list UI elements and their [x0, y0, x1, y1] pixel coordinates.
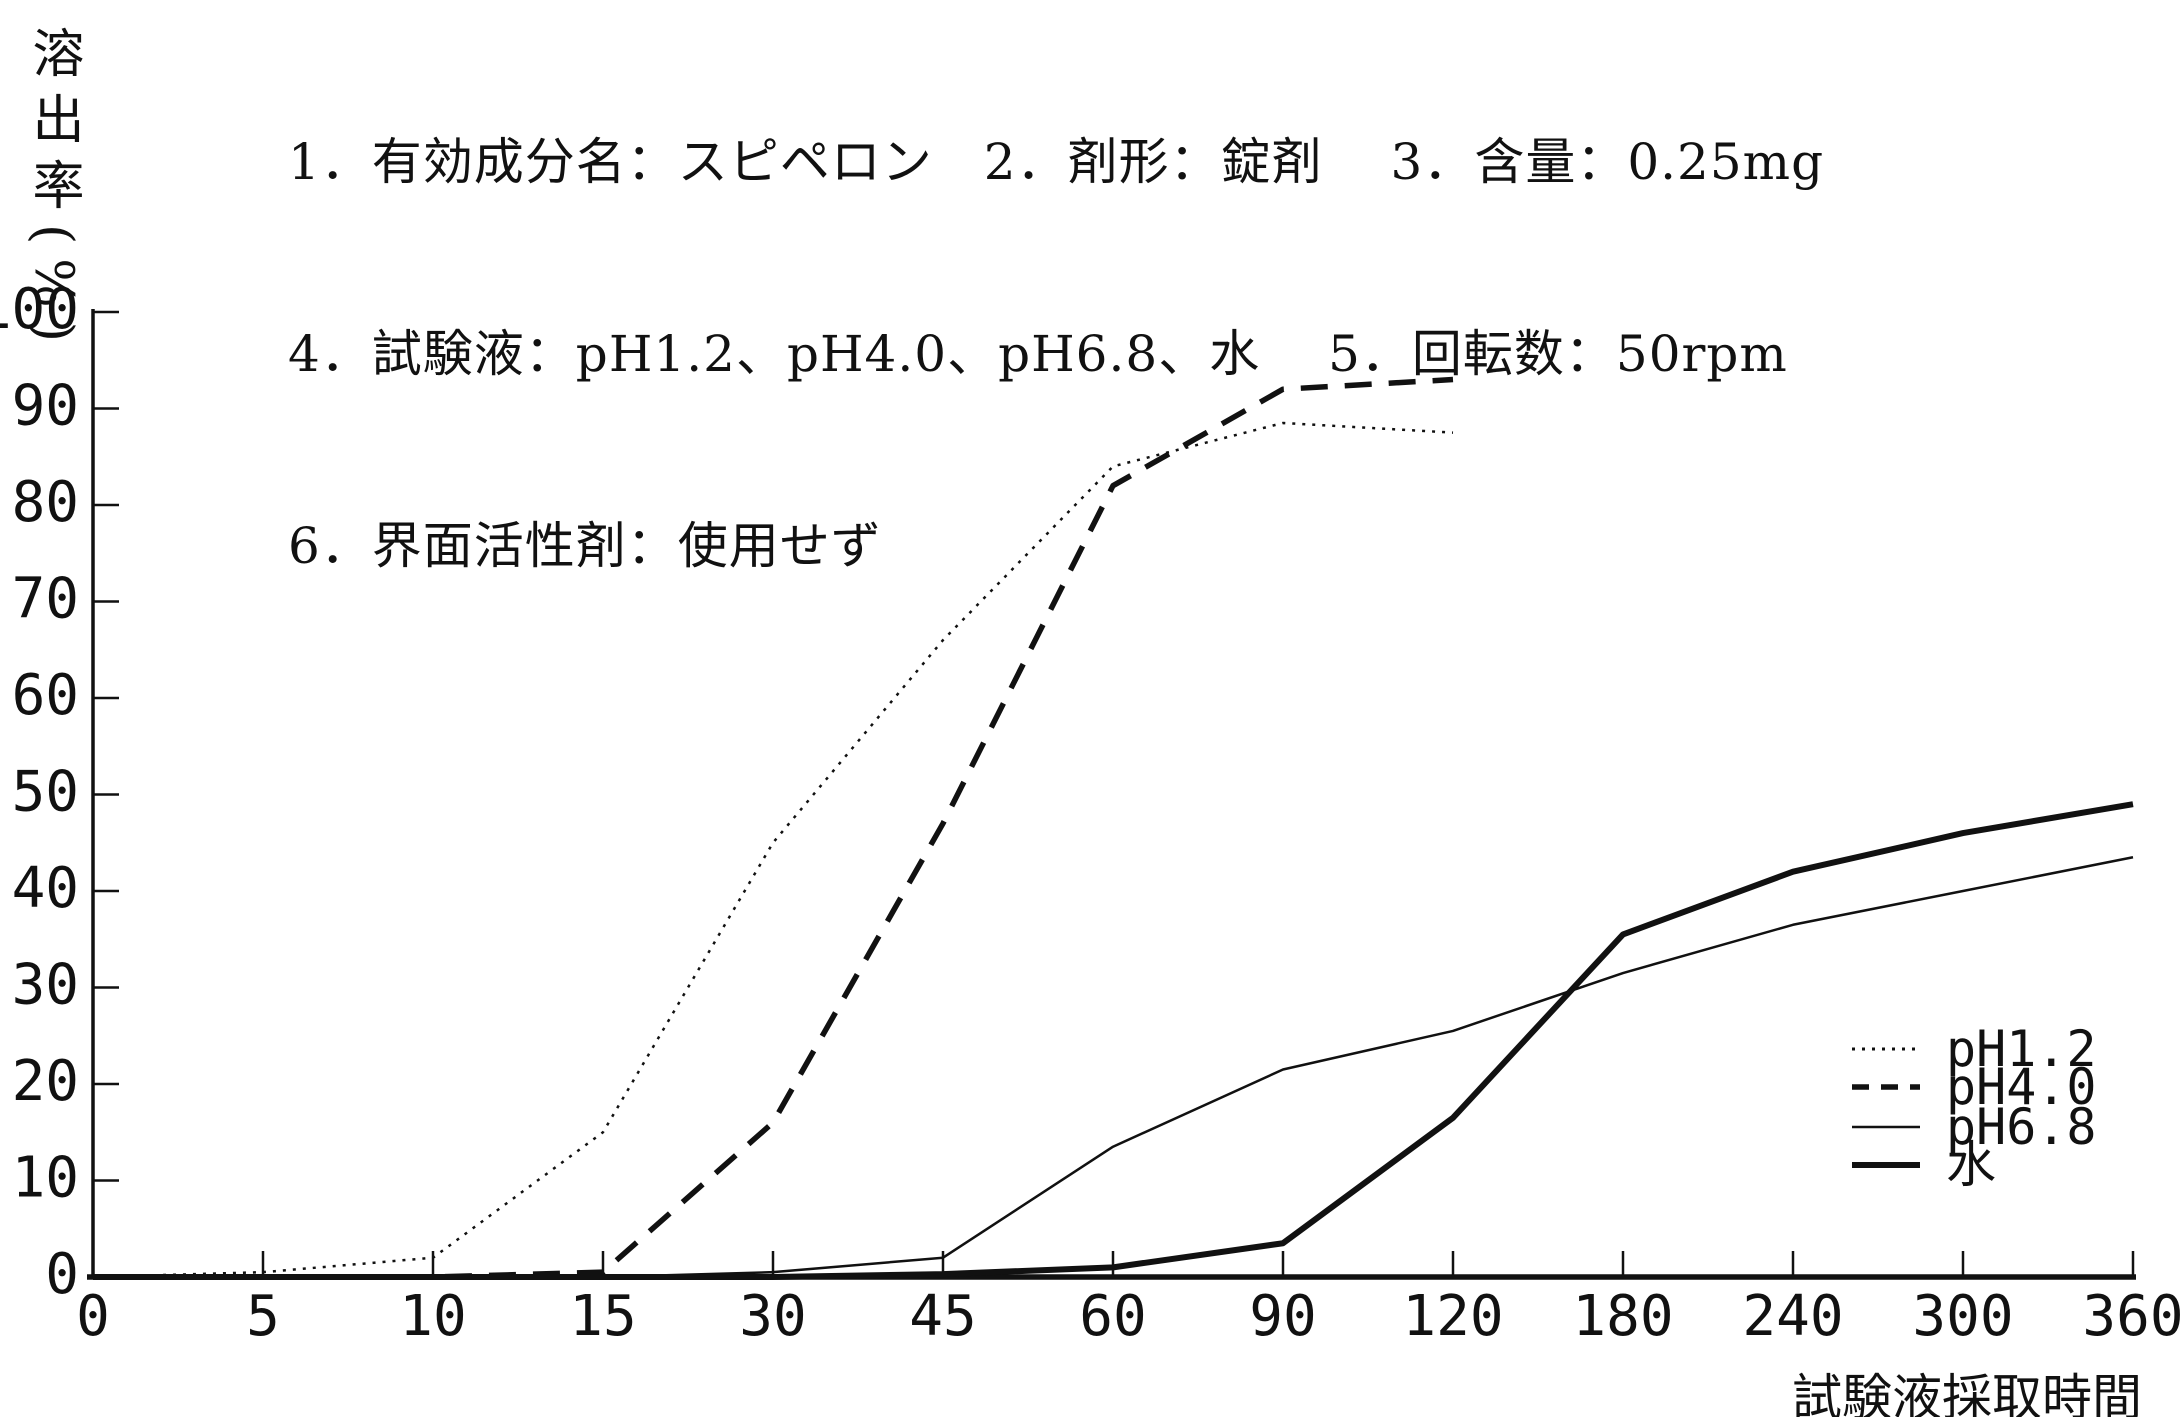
- x-tick-label: 5: [246, 1284, 280, 1349]
- y-tick-label: 40: [12, 856, 79, 921]
- y-tick-label: 100: [0, 277, 79, 342]
- y-tick-label: 50: [12, 760, 79, 825]
- series-line-pH6.8: [93, 855, 2134, 1279]
- y-tick-label: 70: [12, 567, 79, 632]
- x-tick-label: 10: [399, 1284, 466, 1349]
- x-tick-label: 0: [76, 1284, 110, 1349]
- x-axis-title: 試験液採取時間(分): [1792, 1369, 2142, 1417]
- x-tick-label: 45: [909, 1284, 976, 1349]
- x-tick-label: 240: [1742, 1284, 1843, 1349]
- x-tick-label: 60: [1079, 1284, 1146, 1349]
- y-tick-label: 30: [12, 953, 79, 1018]
- legend-label-pH6.8: pH6.8: [1946, 1098, 2097, 1156]
- legend-label-pH1.2: pH1.2: [1946, 1020, 2097, 1078]
- y-tick-label: 20: [12, 1049, 79, 1114]
- legend-label-pH4.0: pH4.0: [1946, 1058, 2097, 1116]
- header-line-3: 6．界面活性剤：使用せず: [288, 517, 882, 575]
- x-tick-label: 30: [739, 1284, 806, 1349]
- y-tick-label: 90: [12, 374, 79, 439]
- x-tick-label: 120: [1402, 1284, 1503, 1349]
- x-tick-label: 15: [569, 1284, 636, 1349]
- series-line-pH4.0: [93, 376, 1454, 1280]
- test-conditions-header: 1．有効成分名：スピペロン 2．剤形：錠剤 3．含量：0.25mg 4．試験液：…: [288, 2, 1824, 706]
- x-tick-label: 180: [1572, 1284, 1673, 1349]
- header-line-2: 4．試験液：pH1.2、pH4.0、pH6.8、水 5．回転数：50rpm: [288, 325, 1788, 383]
- x-tick-label: 90: [1249, 1284, 1316, 1349]
- header-line-1: 1．有効成分名：スピペロン 2．剤形：錠剤 3．含量：0.25mg: [288, 133, 1825, 191]
- y-tick-label: 0: [45, 1242, 79, 1307]
- series-line-水: [93, 801, 2134, 1280]
- y-tick-label: 10: [12, 1146, 79, 1211]
- legend-label-水: 水: [1946, 1136, 1996, 1194]
- x-tick-label: 300: [1912, 1284, 2013, 1349]
- y-axis-title: 溶出率(%): [23, 26, 83, 356]
- series-line-pH1.2: [92, 421, 1454, 1279]
- y-tick-label: 80: [12, 470, 79, 535]
- y-tick-label: 60: [12, 663, 79, 728]
- x-tick-label: 360: [2082, 1284, 2182, 1349]
